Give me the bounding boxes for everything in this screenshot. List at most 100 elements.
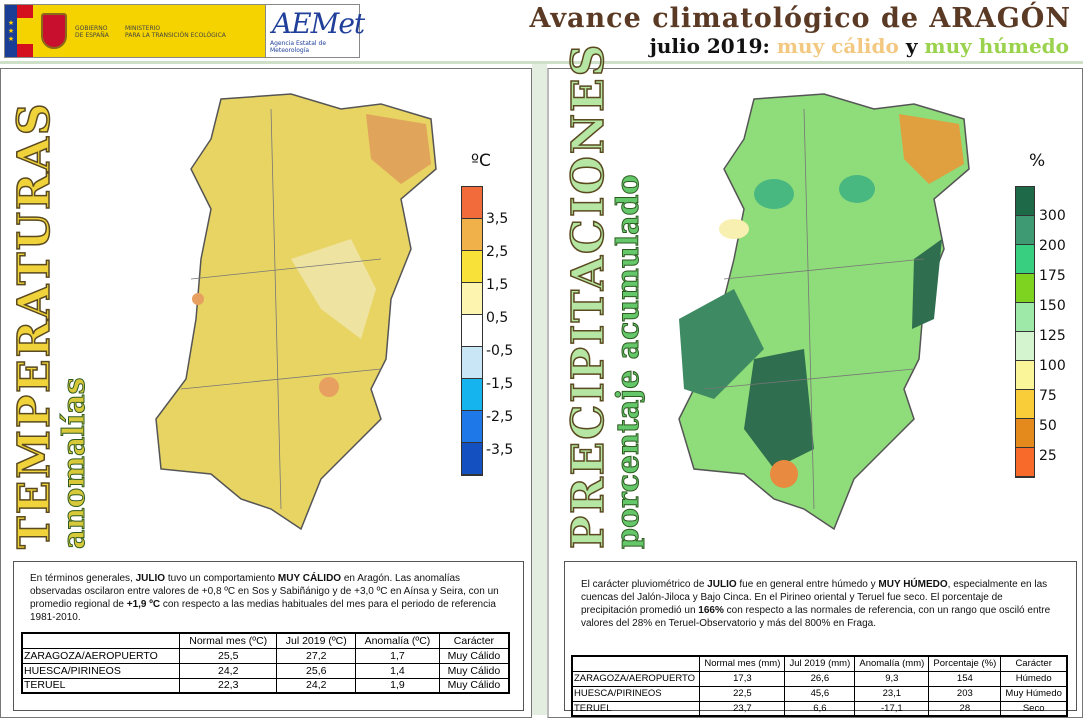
table-cell: 24,2 [178, 662, 278, 679]
station-name: ZARAGOZA/AEROPUERTO [571, 670, 701, 687]
precipitation-legend-unit: % [1029, 151, 1046, 171]
header: ★ ★ ★ GOBIERNO DE ESPAÑA MINISTERIO PARA LA … [0, 0, 1083, 64]
legend-swatch [1016, 448, 1034, 477]
legend-swatch [1016, 332, 1034, 361]
table-cell: -17,1 [854, 700, 930, 717]
column-header: Porcentaje (%) [928, 655, 1002, 672]
temperature-panel: TEMPERATURAS anomalías ºC 3,5 2,5 1,5 0,5 -0… [0, 68, 532, 718]
station-name: TERUEL [21, 677, 180, 694]
column-header: Normal mes (mm) [699, 655, 786, 672]
legend-label: -1,5 [486, 376, 514, 392]
coat-of-arms-icon [33, 5, 75, 57]
temperature-legend-bar [461, 186, 483, 476]
gov-label: GOBIERNO DE ESPAÑA [75, 25, 109, 39]
legend-label: 125 [1039, 328, 1066, 344]
table-header-row: Normal mes (mm) Jul 2019 (mm) Anomalía (mm… [572, 655, 1068, 672]
precipitation-legend-bar [1015, 186, 1035, 478]
legend-label: -0,5 [486, 343, 514, 359]
station-name: ZARAGOZA/AEROPUERTO [21, 647, 180, 664]
column-header: Jul 2019 (mm) [784, 655, 856, 672]
legend-label: 200 [1039, 238, 1066, 254]
station-name: TERUEL [571, 700, 701, 717]
temperature-title: TEMPERATURAS [8, 101, 61, 550]
station-name: HUESCA/PIRINEOS [571, 685, 701, 702]
table-cell: 27,2 [276, 647, 357, 664]
station-name: HUESCA/PIRINEOS [21, 662, 180, 679]
legend-label: 50 [1039, 418, 1057, 434]
temperature-legend-unit: ºC [471, 151, 491, 171]
table-cell: 1,4 [355, 662, 440, 679]
column-header: Jul 2019 (ºC) [276, 632, 357, 649]
table-cell: 1,9 [355, 677, 440, 694]
legend-label: 75 [1039, 388, 1057, 404]
table-row: HUESCA/PIRINEOS 24,2 25,6 1,4 Muy Cálido [21, 662, 510, 679]
table-cell: 22,5 [699, 685, 786, 702]
table-cell: Muy Cálido [438, 662, 510, 679]
column-header: Normal mes (ºC) [178, 632, 278, 649]
legend-label: 150 [1039, 298, 1066, 314]
table-cell: Seco [1000, 700, 1068, 717]
legend-label: 2,5 [486, 244, 509, 260]
legend-swatch [1016, 216, 1034, 245]
precipitation-stations-table: Normal mes (mm) Jul 2019 (mm) Anomalía (mm… [571, 655, 1068, 717]
legend-swatch [1016, 245, 1034, 274]
legend-swatch [1016, 390, 1034, 419]
table-row: ZARAGOZA/AEROPUERTO 17,3 26,6 9,3 154 Húmedo [571, 670, 1068, 687]
legend-label: 1,5 [486, 277, 509, 293]
table-row: ZARAGOZA/AEROPUERTO 25,5 27,2 1,7 Muy Cálido [21, 647, 510, 664]
aemet-logo: AEMet Agencia Estatal de Meteorología [265, 5, 365, 57]
legend-swatch [462, 443, 482, 475]
table-row: TERUEL 22,3 24,2 1,9 Muy Cálido [21, 677, 510, 694]
legend-swatch [1016, 274, 1034, 303]
table-cell: 28 [928, 700, 1002, 717]
table-cell: Muy Húmedo [1000, 685, 1068, 702]
legend-swatch [462, 187, 482, 219]
legend-swatch [1016, 187, 1034, 216]
legend-swatch [462, 219, 482, 251]
table-cell: Muy Cálido [438, 677, 510, 694]
legend-label: 25 [1039, 448, 1057, 464]
table-cell: 6,6 [784, 700, 856, 717]
temperature-subtitle: anomalías [57, 377, 93, 550]
temperature-stations-table: Normal mes (ºC) Jul 2019 (ºC) Anomalía (ºC… [21, 632, 510, 694]
table-cell: 17,3 [699, 670, 786, 687]
legend-swatch [1016, 361, 1034, 390]
legend-label: 175 [1039, 268, 1066, 284]
legend-swatch [462, 379, 482, 411]
precipitation-percentage-map [678, 93, 970, 531]
table-cell: Muy Cálido [438, 647, 510, 664]
table-cell: 45,6 [784, 685, 856, 702]
legend-label: -3,5 [486, 442, 514, 458]
legend-swatch [462, 251, 482, 283]
column-header: Carácter [1000, 655, 1068, 672]
legend-label: 3,5 [486, 211, 509, 227]
precipitation-title: PRECIPITACIONES [562, 42, 615, 550]
legend-swatch [462, 347, 482, 379]
legend-label: 300 [1039, 208, 1066, 224]
column-header: Anomalía (ºC) [355, 632, 440, 649]
precipitation-subtitle: porcentaje acumulado [611, 174, 647, 550]
table-row: TERUEL 23,7 6,6 -17,1 28 Seco [571, 700, 1068, 717]
table-cell: 25,6 [276, 662, 357, 679]
table-cell: 23,1 [854, 685, 930, 702]
government-logos: ★ ★ ★ GOBIERNO DE ESPAÑA MINISTERIO PARA LA … [4, 4, 365, 58]
legend-label: -2,5 [486, 409, 514, 425]
legend-swatch [1016, 419, 1034, 448]
precipitation-panel: PRECIPITACIONES porcentaje acumulado % 3… [547, 42, 1083, 718]
table-cell: 203 [928, 685, 1002, 702]
column-header: Anomalía (mm) [854, 655, 930, 672]
temperature-anomaly-map [155, 93, 437, 531]
table-cell: 23,7 [699, 700, 786, 717]
column-header: Carácter [438, 632, 510, 649]
eu-spain-flag-icon: ★ ★ ★ [5, 5, 33, 57]
table-cell: 9,3 [854, 670, 930, 687]
temperature-summary-text: En términos generales, JULIO tuvo un com… [30, 573, 499, 623]
legend-swatch [462, 283, 482, 315]
table-cell: 25,5 [178, 647, 278, 664]
divider [532, 64, 547, 715]
table-cell: 154 [928, 670, 1002, 687]
table-header-row: Normal mes (ºC) Jul 2019 (ºC) Anomalía (ºC… [22, 632, 510, 649]
page-title: Avance climatológico de ARAGÓN [529, 3, 1071, 34]
legend-label: 0,5 [486, 310, 509, 326]
table-cell: 26,6 [784, 670, 856, 687]
